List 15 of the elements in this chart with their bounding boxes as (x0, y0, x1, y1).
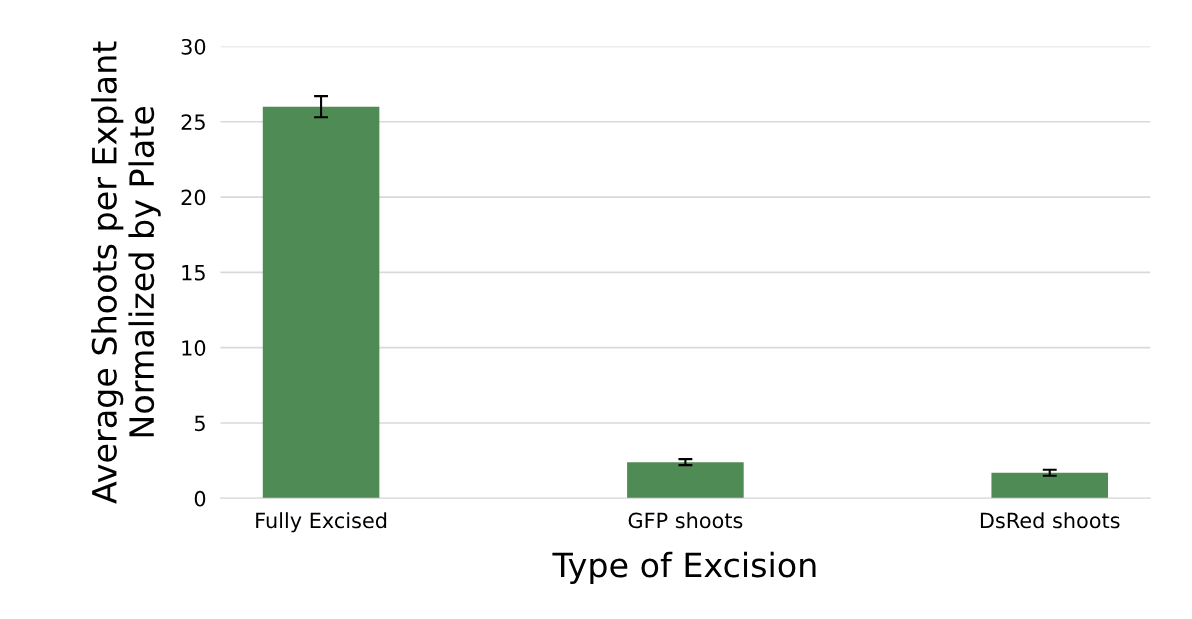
y-tick-label: 20 (181, 189, 206, 206)
bar (627, 462, 744, 499)
y-tick-label: 0 (194, 490, 206, 507)
y-axis-title: Average Shoots per Explant Normalized by Plate (91, 41, 161, 504)
x-tick-label: Fully Excised (256, 512, 387, 533)
bar (262, 106, 380, 499)
x-tick-label: DsRed shoots (980, 512, 1120, 529)
y-tick-label: 25 (181, 114, 205, 130)
x-axis-title: Type of Excision (552, 551, 816, 585)
bar (991, 472, 1109, 499)
y-tick-label: 5 (194, 415, 205, 432)
y-tick-label: 15 (182, 265, 205, 281)
y-tick-label: 30 (181, 38, 206, 55)
x-tick-label: GFP shoots (628, 512, 743, 529)
y-tick-label: 10 (182, 340, 206, 356)
